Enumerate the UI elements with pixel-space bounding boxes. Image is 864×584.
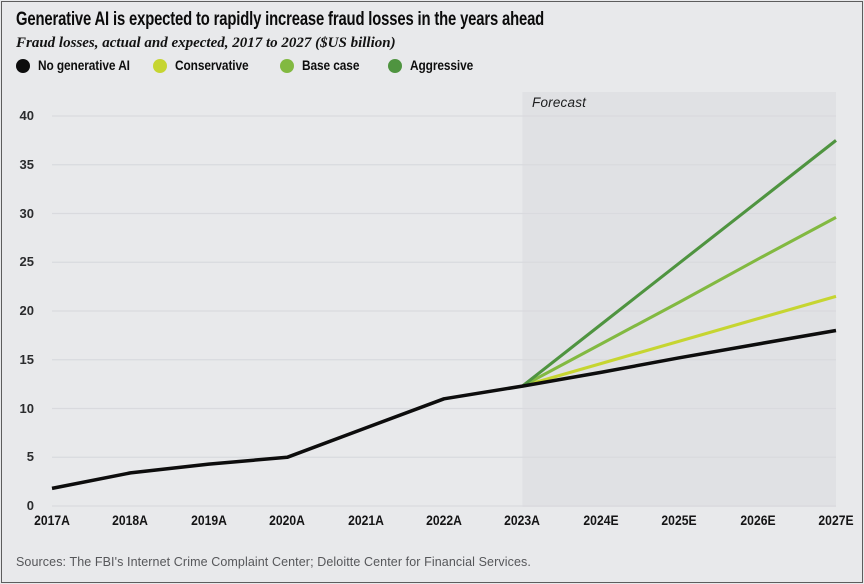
x-tick-2024e: 2024E [583, 513, 619, 528]
x-tick-2018a: 2018A [112, 513, 149, 528]
legend-dot-icon [16, 58, 30, 73]
y-tick-35: 35 [19, 156, 34, 172]
y-tick-10: 10 [19, 400, 34, 416]
series-line-conservative [521, 294, 837, 388]
y-tick-0: 0 [26, 498, 34, 513]
chart-subtitle: Fraud losses, actual and expected, 2017 … [16, 35, 396, 51]
x-tick-2019a: 2019A [190, 513, 227, 528]
legend-label: Base case [302, 58, 360, 73]
y-tick-20: 20 [19, 303, 34, 318]
series-line-no-generative-ai [51, 328, 837, 491]
x-tick-2027e: 2027E [818, 513, 854, 528]
legend-dot-icon [153, 58, 167, 73]
legend-label: No generative AI [38, 58, 130, 73]
y-tick-5: 5 [26, 449, 34, 465]
x-tick-2020a: 2020A [269, 513, 306, 528]
legend-dot-icon [280, 58, 294, 73]
y-tick-40: 40 [19, 108, 34, 123]
source-note: Sources: The FBI's Internet Crime Compla… [16, 555, 531, 569]
legend-item-aggressive: Aggressive [388, 58, 482, 73]
x-tick-2023a: 2023A [504, 513, 541, 528]
legend-label: Conservative [175, 58, 249, 73]
forecast-label: Forecast [532, 95, 587, 110]
y-tick-15: 15 [19, 351, 34, 367]
x-tick-2025e: 2025E [661, 513, 697, 528]
forecast-band [522, 92, 836, 507]
series-line-base-case [521, 216, 837, 388]
legend: No generative AI Conservative Base case Agg… [0, 58, 864, 78]
x-tick-2026e: 2026E [740, 513, 776, 528]
x-tick-2021a: 2021A [347, 513, 384, 528]
legend-item-conservative: Conservative [153, 58, 259, 73]
chart-title: Generative AI is expected to rapidly inc… [16, 8, 545, 30]
legend-dot-icon [388, 58, 402, 73]
legend-label: Aggressive [410, 58, 474, 73]
x-tick-2022a: 2022A [426, 513, 462, 528]
legend-item-no-generative-ai: No generative AI [16, 58, 142, 73]
series-line-aggressive [521, 139, 837, 388]
legend-item-base-case: Base case [280, 58, 367, 73]
y-tick-30: 30 [19, 205, 34, 221]
y-tick-25: 25 [19, 254, 34, 270]
x-tick-2017a: 2017A [34, 513, 70, 528]
